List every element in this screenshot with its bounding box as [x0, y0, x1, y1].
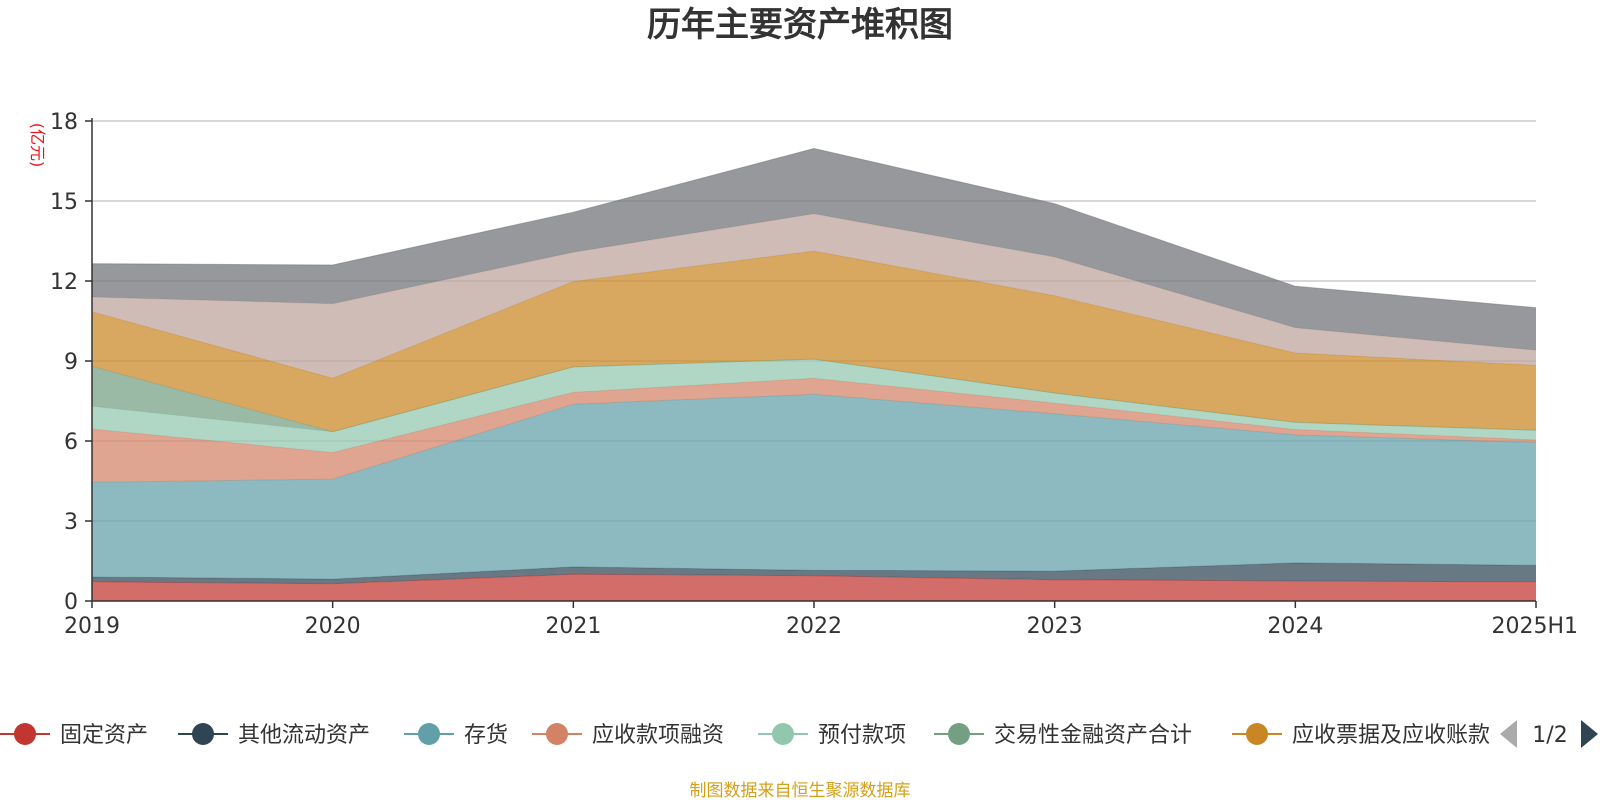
legend-circle-marker: [1246, 723, 1268, 745]
legend-circle-marker: [772, 723, 794, 745]
area-series-2: [92, 394, 1536, 580]
legend-circle-marker: [948, 723, 970, 745]
legend-label: 其他流动资产: [238, 723, 370, 748]
legend-next-page-icon[interactable]: [1581, 720, 1598, 748]
legend-circle-marker: [418, 723, 440, 745]
area-series-4: [92, 359, 1536, 453]
legend-label: 固定资产: [60, 723, 148, 748]
x-tick-label: 2021: [545, 614, 601, 639]
chart-title: 历年主要资产堆积图: [647, 5, 953, 45]
area-series-3: [92, 378, 1536, 483]
legend-circle-marker: [14, 723, 36, 745]
legend-item[interactable]: 存货: [404, 723, 508, 748]
x-tick-label: 2024: [1267, 614, 1323, 639]
legend-item[interactable]: 其他流动资产: [178, 723, 370, 748]
axes: 0 3 6 9 12 15 18 2019 2020 2021 2022 2023 2024 2025H1: [50, 110, 1578, 639]
y-tick-label: 0: [64, 590, 78, 615]
legend-circle-marker: [192, 723, 214, 745]
area-series-8: [92, 148, 1536, 351]
y-tick-label: 6: [64, 430, 78, 455]
area-series-1: [92, 562, 1536, 584]
legend: 固定资产 其他流动资产 存货 应收款项融资 预付款项 交易性金融资产合计 应收票据及应收账款…: [0, 720, 1598, 748]
x-tick-label: 2025H1: [1491, 614, 1578, 639]
y-tick-label: 3: [64, 510, 78, 535]
legend-label: 交易性金融资产合计: [994, 723, 1192, 748]
legend-item[interactable]: 交易性金融资产合计: [934, 723, 1192, 748]
legend-item[interactable]: 应收票据及应收账款: [1232, 723, 1490, 748]
legend-page-indicator: 1/2: [1532, 723, 1567, 748]
y-tick-label: 15: [50, 190, 78, 215]
area-series-6: [92, 251, 1536, 432]
area-series: [91, 147, 1537, 601]
legend-item[interactable]: 固定资产: [0, 723, 148, 748]
legend-label: 预付款项: [818, 723, 906, 748]
y-tick-label: 9: [64, 350, 78, 375]
legend-label: 应收款项融资: [592, 723, 724, 748]
x-tick-label: 2019: [64, 614, 120, 639]
area-series-0: [92, 574, 1536, 601]
legend-label: 存货: [464, 723, 508, 748]
x-tick-label: 2020: [305, 614, 361, 639]
legend-circle-marker: [546, 723, 568, 745]
legend-prev-page-icon[interactable]: [1500, 720, 1517, 748]
x-tick-label: 2022: [786, 614, 842, 639]
legend-item[interactable]: 应收款项融资: [532, 723, 724, 748]
legend-label: 应收票据及应收账款: [1292, 723, 1490, 748]
y-tick-label: 12: [50, 270, 78, 295]
area-series-edge-8: [91, 147, 1537, 309]
legend-item[interactable]: 预付款项: [758, 723, 906, 748]
y-axis-unit-label: (亿元): [28, 123, 47, 168]
area-series-7: [92, 213, 1536, 379]
y-tick-label: 18: [50, 110, 78, 135]
data-source-footer: 制图数据来自恒生聚源数据库: [690, 781, 911, 800]
x-tick-label: 2023: [1027, 614, 1083, 639]
